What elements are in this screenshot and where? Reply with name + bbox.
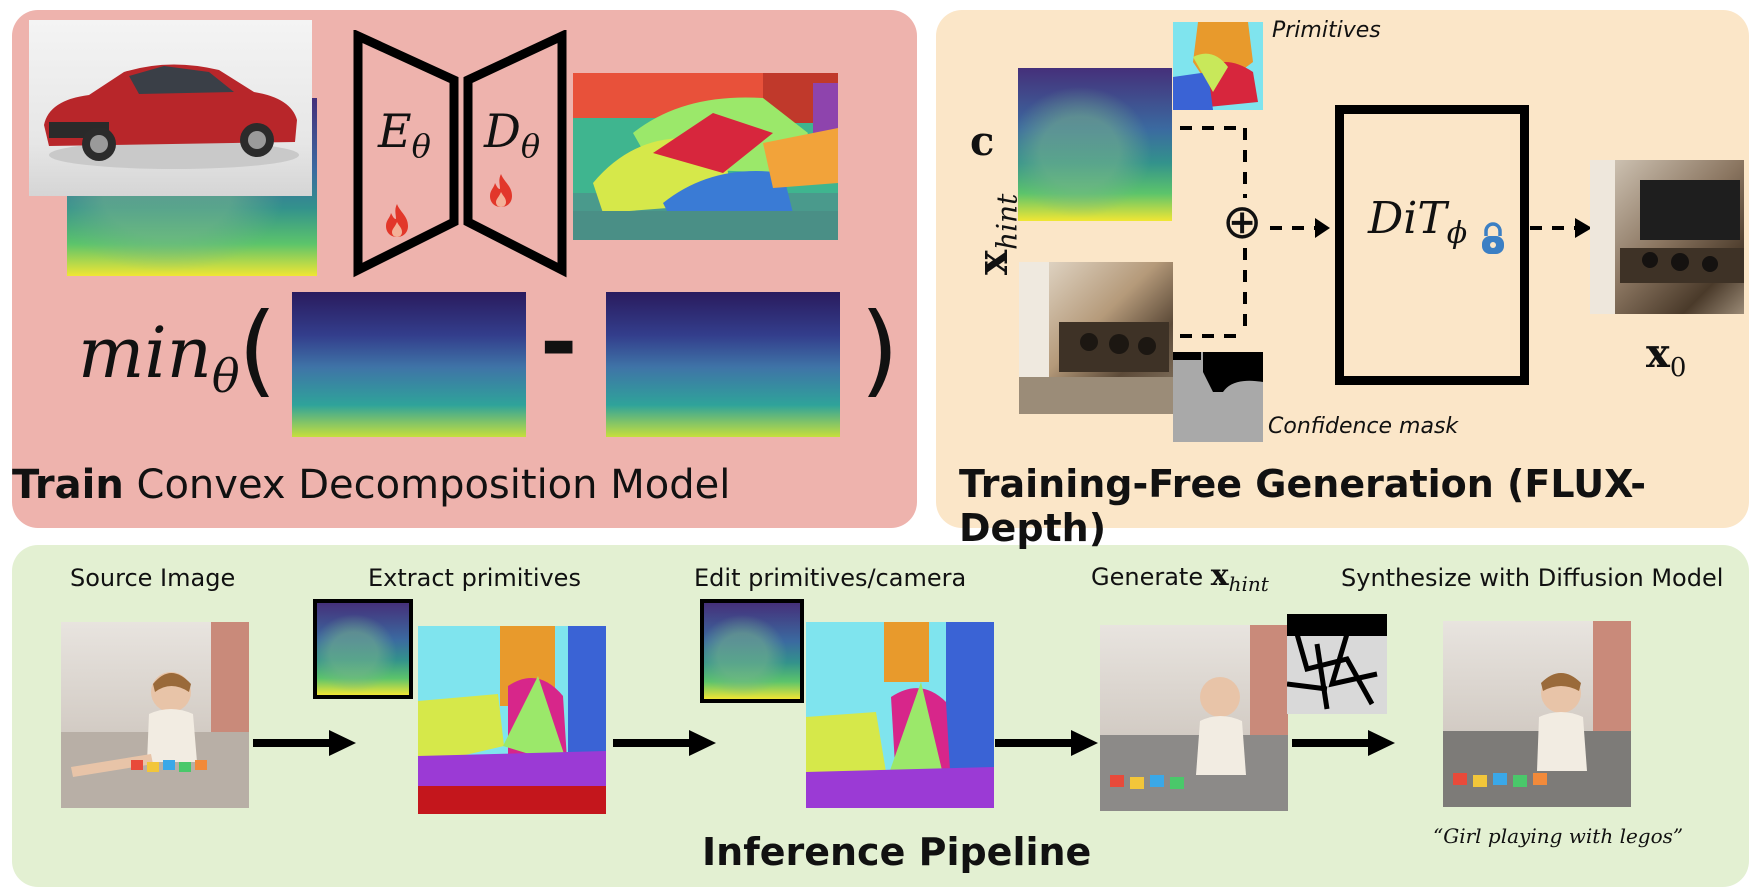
primitives-label: Primitives <box>1272 18 1381 43</box>
dit-model-box <box>1335 105 1529 385</box>
car-primitives <box>573 73 838 240</box>
encoder-decoder-diagram <box>353 30 567 278</box>
target-depth <box>606 292 840 437</box>
paren-close: ) <box>860 291 900 408</box>
final-output-image <box>1443 621 1631 807</box>
arrow-right-icon <box>253 730 356 756</box>
arrow-right-icon <box>613 730 716 756</box>
step-label-synthesize: Synthesize with Diffusion Model <box>1341 564 1724 592</box>
arrow-right-icon <box>995 730 1098 756</box>
arrow-right-icon <box>1292 730 1395 756</box>
output-image <box>1590 160 1744 314</box>
car-photo <box>29 20 312 196</box>
step-label-extract: Extract primitives <box>368 564 581 592</box>
fire-icon <box>490 174 512 207</box>
step-label-generate: Generate xhint <box>1091 558 1269 596</box>
dit-label: DiTϕ <box>1368 193 1468 251</box>
inference-title: Inference Pipeline <box>702 830 1092 874</box>
c-label: c <box>970 118 995 165</box>
edited-depth-inset <box>700 599 804 703</box>
edited-primitives <box>806 622 994 808</box>
decoder-label: Dθ <box>484 104 541 166</box>
extracted-primitives <box>418 626 606 814</box>
paren-open: ( <box>238 291 278 408</box>
source-image <box>61 622 249 808</box>
generation-title: Training-Free Generation (FLUX-Depth) <box>959 462 1647 550</box>
minus-sign: - <box>540 290 578 395</box>
xhint-label: xhint <box>968 193 1024 275</box>
step-label-edit: Edit primitives/camera <box>694 564 967 592</box>
loss-label: minθ <box>78 312 240 403</box>
lock-icon <box>1482 222 1504 254</box>
fire-icon <box>386 204 408 237</box>
arrow-right-icon <box>1315 218 1330 238</box>
confidence-mask <box>1173 352 1263 442</box>
x0-label: x0 <box>1646 330 1687 383</box>
generation-connectors <box>1180 126 1592 338</box>
plus-symbol: ⊕ <box>1222 194 1263 250</box>
train-title: Train Convex Decomposition Model <box>12 462 731 508</box>
confidence-mask-label: Confidence mask <box>1268 414 1459 439</box>
xhint-image <box>1019 262 1173 414</box>
extracted-depth-inset <box>313 599 413 699</box>
text-prompt: “Girl playing with legos” <box>1433 824 1684 848</box>
primitives-thumbnail <box>1173 22 1263 110</box>
condition-depth <box>1018 68 1172 221</box>
hint-confidence-mask <box>1287 614 1387 714</box>
step-label-source: Source Image <box>70 564 236 592</box>
arrow-right-icon <box>1575 218 1592 238</box>
encoder-label: Eθ <box>378 104 431 166</box>
generated-hint-image <box>1100 625 1288 811</box>
predicted-depth <box>292 292 526 437</box>
